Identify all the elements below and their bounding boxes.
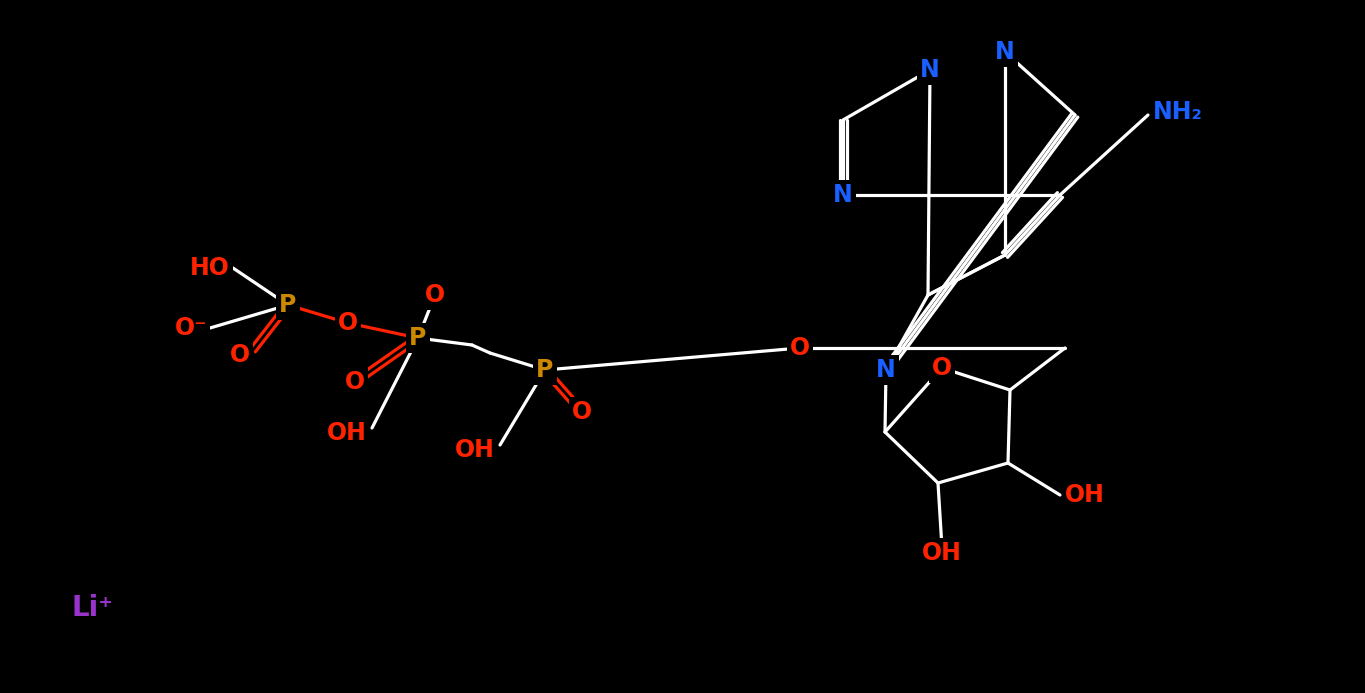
Text: HO: HO: [190, 256, 229, 280]
Text: P: P: [280, 293, 296, 317]
Text: O: O: [345, 370, 364, 394]
Text: O: O: [229, 343, 250, 367]
Text: O: O: [572, 400, 592, 424]
Text: P: P: [410, 326, 427, 350]
Text: O: O: [790, 336, 809, 360]
Text: OH: OH: [455, 438, 495, 462]
Text: Li⁺: Li⁺: [72, 594, 113, 622]
Text: OH: OH: [328, 421, 367, 445]
Text: N: N: [995, 40, 1014, 64]
Text: N: N: [920, 58, 940, 82]
Text: OH: OH: [1065, 483, 1104, 507]
Text: NH₂: NH₂: [1153, 100, 1203, 124]
Text: O⁻: O⁻: [175, 316, 207, 340]
Text: OH: OH: [923, 541, 962, 565]
Text: P: P: [536, 358, 554, 382]
Text: O: O: [932, 356, 951, 380]
Text: N: N: [833, 183, 853, 207]
Text: O: O: [339, 311, 358, 335]
Text: O: O: [425, 283, 445, 307]
Text: N: N: [876, 358, 895, 382]
